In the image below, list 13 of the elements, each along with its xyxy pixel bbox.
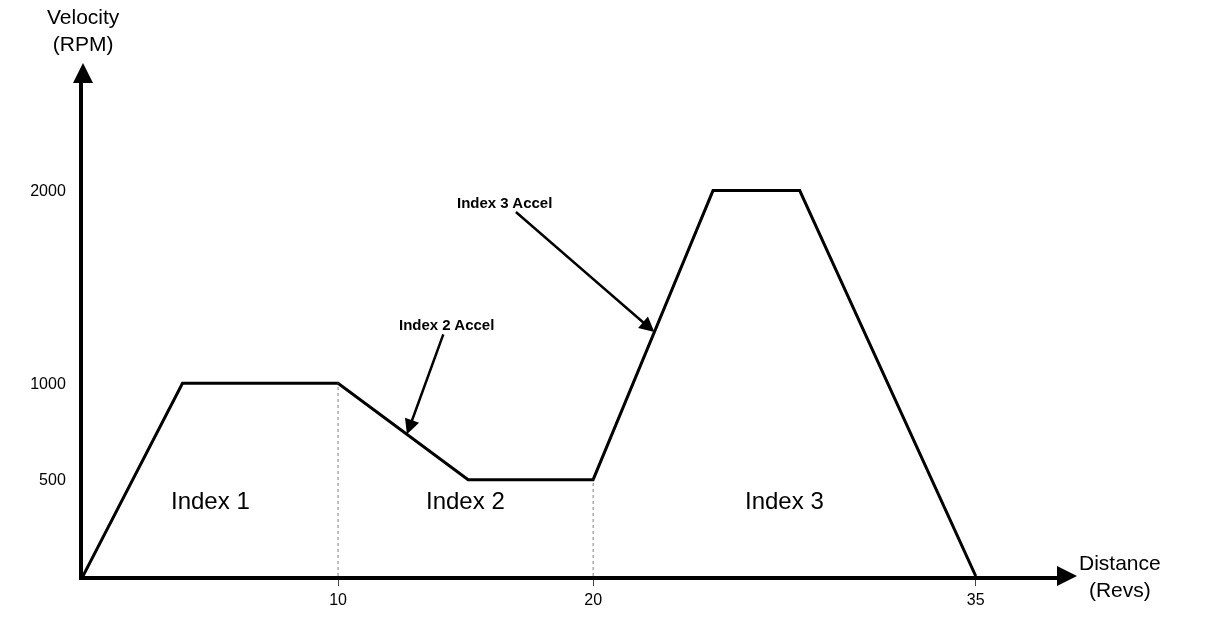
x-tick-label: 10 (329, 591, 348, 609)
annotation: Index 2 (426, 487, 505, 514)
x-tick-label: 35 (966, 591, 985, 609)
annotation: Index 3 Accel (457, 194, 553, 211)
y-tick-label: 1000 (30, 374, 66, 392)
y-tick-label: 500 (39, 471, 66, 489)
annotation: Index 2 Accel (399, 316, 495, 333)
y-axis-title: Velocity (RPM) (47, 5, 120, 56)
x-tick-label: 20 (584, 591, 603, 609)
x-axis-title: Distance (Revs) (1079, 551, 1161, 602)
annotation: Index 1 (171, 487, 250, 514)
annotation: Index 3 (745, 487, 824, 514)
y-tick-label: 2000 (30, 182, 66, 200)
